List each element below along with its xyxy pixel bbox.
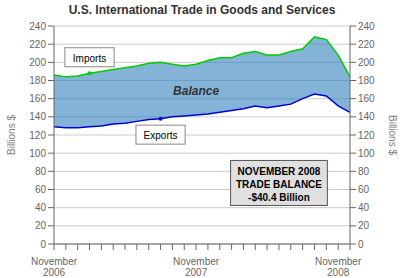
svg-text:Exports: Exports [144,130,178,141]
svg-text:Imports: Imports [73,53,106,64]
svg-text:20: 20 [35,220,47,231]
svg-text:200: 200 [29,57,46,68]
svg-text:November2008: November2008 [315,256,362,278]
svg-text:20: 20 [358,220,370,231]
svg-text:140: 140 [29,111,46,122]
svg-text:120: 120 [358,130,375,141]
svg-text:200: 200 [358,57,375,68]
svg-text:80: 80 [358,166,370,177]
svg-text:220: 220 [358,39,375,50]
svg-text:NOVEMBER 2008TRADE BALANCE-$40: NOVEMBER 2008TRADE BALANCE-$40.4 Billion [236,166,322,203]
svg-text:140: 140 [358,111,375,122]
svg-text:60: 60 [358,184,370,195]
svg-text:November2007: November2007 [173,256,220,278]
svg-text:40: 40 [35,202,47,213]
svg-text:240: 240 [358,21,375,32]
svg-text:November2006: November2006 [31,256,78,278]
svg-text:100: 100 [29,148,46,159]
svg-text:Billions $: Billions $ [8,115,17,155]
svg-text:220: 220 [29,39,46,50]
svg-text:240: 240 [29,21,46,32]
svg-text:160: 160 [358,93,375,104]
svg-text:Billions $: Billions $ [387,115,396,155]
svg-text:60: 60 [35,184,47,195]
svg-text:100: 100 [358,148,375,159]
svg-text:80: 80 [35,166,47,177]
svg-text:180: 180 [29,75,46,86]
svg-text:160: 160 [29,93,46,104]
svg-text:40: 40 [358,202,370,213]
svg-text:120: 120 [29,130,46,141]
svg-text:180: 180 [358,75,375,86]
svg-text:0: 0 [358,239,364,250]
svg-text:0: 0 [40,239,46,250]
html-text:U.S. International Trade in Go: U.S. International Trade in Goods and Se… [68,3,336,17]
svg-text:Balance: Balance [173,84,219,98]
